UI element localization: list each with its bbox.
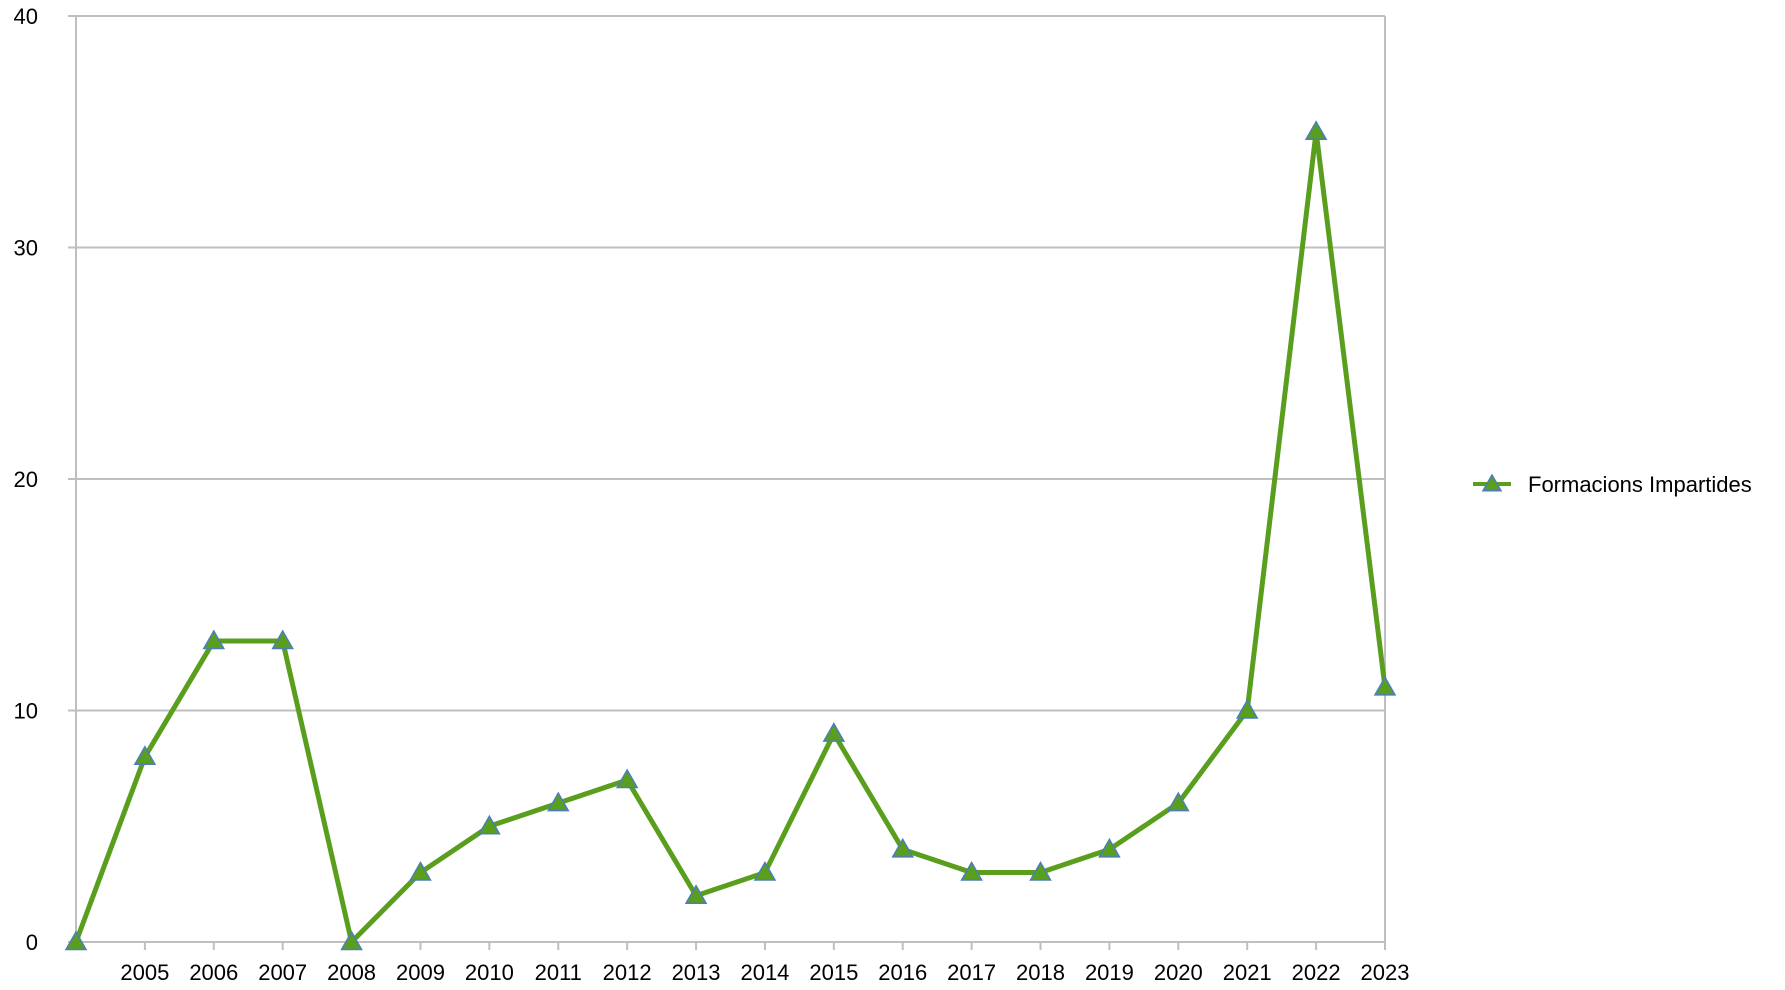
x-tick-label: 2022 xyxy=(1292,960,1341,985)
x-tick-label: 2015 xyxy=(809,960,858,985)
data-point-marker xyxy=(546,791,570,812)
x-tick-label: 2006 xyxy=(189,960,238,985)
x-tick-label: 2016 xyxy=(878,960,927,985)
data-point-marker xyxy=(684,884,708,904)
data-point-marker xyxy=(478,814,501,835)
data-point-marker xyxy=(960,861,983,881)
x-tick-label: 2008 xyxy=(327,960,376,985)
x-tick-label: 2023 xyxy=(1361,960,1410,985)
data-point-marker xyxy=(1098,837,1121,858)
data-point-marker xyxy=(409,861,432,881)
x-tick-label: 2009 xyxy=(396,960,445,985)
markers xyxy=(64,120,1397,951)
x-tick-label: 2007 xyxy=(258,960,307,985)
x-tick-label: 2010 xyxy=(465,960,514,985)
y-tick-label: 0 xyxy=(26,930,38,955)
data-point-marker xyxy=(1029,861,1052,881)
x-tick-label: 2020 xyxy=(1154,960,1203,985)
data-point-marker xyxy=(64,930,88,951)
x-tick-label: 2019 xyxy=(1085,960,1134,985)
y-tick-labels: 0 10 20 30 40 xyxy=(14,4,38,955)
data-point-marker xyxy=(133,745,157,766)
data-point-marker xyxy=(615,768,639,789)
x-tick-label: 2014 xyxy=(740,960,789,985)
data-point-marker xyxy=(822,722,846,742)
legend-triangle-icon xyxy=(1481,473,1503,492)
x-tick-label: 2005 xyxy=(120,960,169,985)
data-point-marker xyxy=(1304,120,1328,140)
x-tick-label: 2013 xyxy=(672,960,721,985)
data-point-marker xyxy=(340,930,363,951)
x-tick-label: 2018 xyxy=(1016,960,1065,985)
legend: Formacions Impartides xyxy=(1473,472,1752,497)
data-point-marker xyxy=(1235,698,1259,719)
x-tick-label: 2017 xyxy=(947,960,996,985)
data-point-marker xyxy=(1373,675,1397,696)
legend-label: Formacions Impartides xyxy=(1528,472,1752,497)
y-tick-label: 40 xyxy=(14,4,38,29)
x-tick-label: 2012 xyxy=(603,960,652,985)
data-point-marker xyxy=(891,837,915,858)
data-point-marker xyxy=(271,629,294,650)
x-tick-label: 2021 xyxy=(1223,960,1272,985)
y-tick-label: 10 xyxy=(14,699,38,724)
gridlines xyxy=(76,15,1386,942)
data-point-marker xyxy=(753,861,777,881)
y-tick-label: 30 xyxy=(14,236,38,261)
y-tick-label: 20 xyxy=(14,467,38,492)
x-tick-labels: 2005 2006 2007 2008 2009 2010 2011 2012 2013 2014… xyxy=(120,960,1409,985)
data-point-marker xyxy=(1167,791,1190,812)
series-line xyxy=(73,129,1388,945)
data-point-marker xyxy=(202,629,226,650)
series xyxy=(73,129,1388,945)
x-tick-label: 2011 xyxy=(535,960,582,985)
